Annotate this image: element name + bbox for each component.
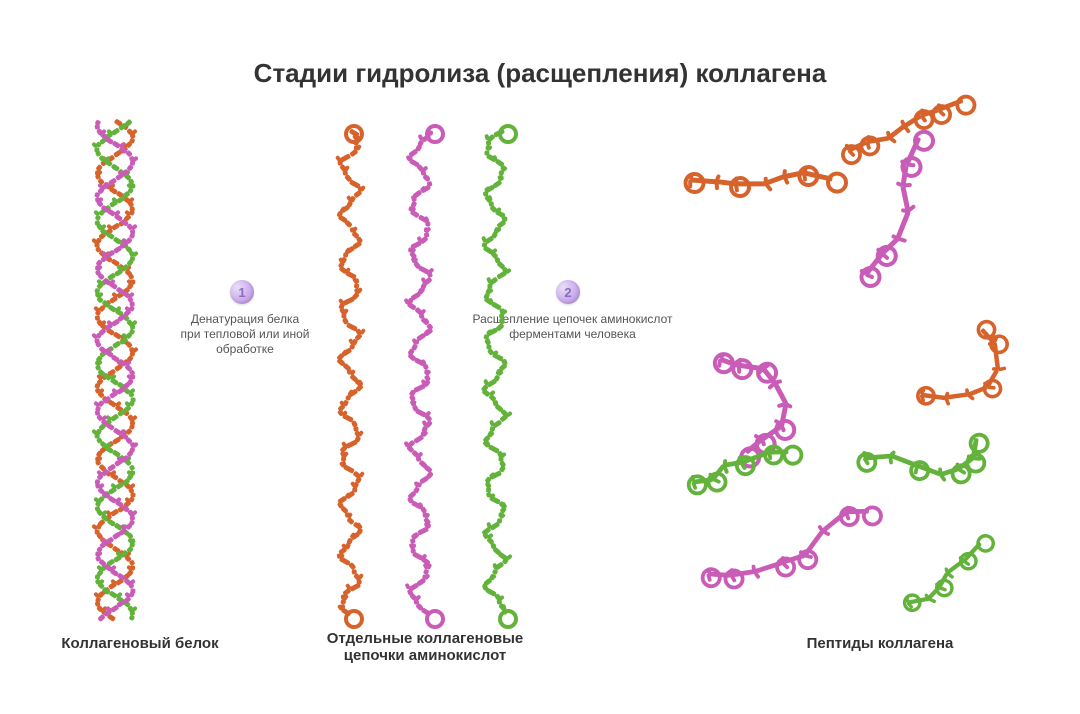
step-label-1: Денатурация белкапри тепловой или инойоб… bbox=[160, 312, 330, 357]
page-title: Стадии гидролиза (расщепления) коллагена bbox=[0, 58, 1080, 89]
step-badge-2: 2 bbox=[556, 280, 580, 304]
step-badge-1: 1 bbox=[230, 280, 254, 304]
bottom-label-1: Коллагеновый белок bbox=[40, 635, 240, 652]
bottom-label-2: Отдельные коллагеновые цепочки аминокисл… bbox=[295, 630, 555, 664]
bottom-label-3: Пептиды коллагена bbox=[770, 635, 990, 652]
